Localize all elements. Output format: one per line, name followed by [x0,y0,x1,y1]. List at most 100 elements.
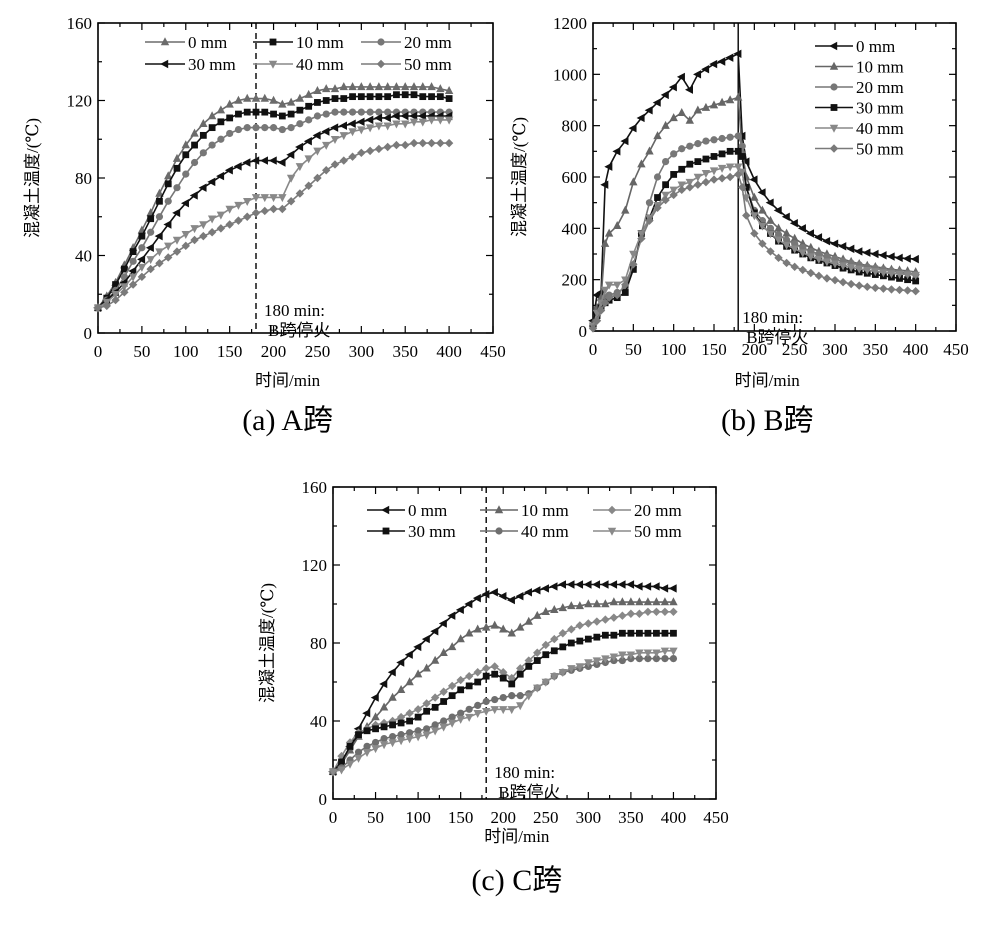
data-point [388,692,397,701]
data-point [474,678,482,686]
legend-marker [377,38,385,46]
data-point [507,706,516,715]
y-tick-label: 800 [562,117,588,136]
legend-item: 10 mm [480,501,569,520]
data-point [295,142,304,152]
legend-label: 20 mm [856,78,904,97]
data-point [541,678,550,687]
data-point [379,702,389,711]
data-point [190,235,199,245]
data-point [709,100,719,109]
data-point [798,265,807,275]
data-point [515,592,524,601]
data-point [427,116,436,125]
data-point [678,145,686,153]
data-point [330,136,340,145]
data-point [430,727,440,736]
data-point [304,155,313,164]
data-point [758,205,767,214]
data-point [618,597,627,606]
y-tick-label: 80 [310,634,327,653]
data-point [660,607,670,616]
data-point [766,230,775,239]
data-point [600,238,610,247]
legend-item: 0 mm [145,33,227,52]
x-tick-label: 400 [661,808,687,827]
data-point [685,178,694,187]
data-point [438,619,447,628]
data-point [456,634,465,643]
data-point [717,57,726,66]
data-point [524,616,533,625]
data-point [380,723,388,731]
data-point [278,125,286,134]
data-point [400,111,409,121]
data-point [182,170,190,178]
data-point [440,698,448,705]
data-point [575,580,584,589]
data-point [613,281,622,290]
data-point [372,725,379,733]
legend-item: 20 mm [815,78,904,97]
data-point [709,167,719,176]
data-point [902,254,911,263]
data-point [725,53,734,62]
x-tick-label: 0 [589,340,598,359]
data-point [423,725,431,733]
data-point [575,663,585,672]
data-point [225,220,234,229]
data-point [609,580,618,589]
data-point [322,166,331,175]
legend-item: 10 mm [815,58,904,77]
data-point [499,624,508,633]
data-point [354,754,363,763]
data-point [549,582,558,591]
data-point [558,580,566,589]
x-tick-label: 200 [742,340,768,359]
x-tick-label: 200 [261,342,287,361]
data-point [365,124,375,133]
data-point [120,273,128,281]
x-tick-label: 450 [480,342,506,361]
data-point [774,253,783,263]
data-point [482,664,491,673]
data-point [886,252,895,261]
data-point [807,247,815,256]
annotation-line-2: B跨停火 [498,783,560,802]
legend-marker [829,61,839,70]
data-point [164,171,173,180]
data-point [396,685,406,693]
y-tick-label: 0 [319,790,328,809]
annotation-line-1: 180 min: [742,308,803,327]
data-point [357,108,365,116]
data-point [464,671,474,681]
data-point [660,597,670,606]
legend-label: 10 mm [856,58,904,77]
data-point [701,177,711,187]
data-point [269,95,278,104]
data-point [481,590,490,599]
legend-marker [830,104,838,111]
data-point [782,228,791,237]
data-point [137,272,147,282]
data-point [621,205,630,214]
data-point [750,192,759,201]
data-point [871,283,880,293]
data-point [806,268,815,278]
data-point [601,631,609,639]
legend-label: 30 mm [408,522,456,541]
data-point [457,686,465,694]
data-point [618,651,627,660]
x-tick-label: 300 [822,340,848,359]
data-point [653,203,662,212]
annotation-line-2: B跨停火 [268,321,330,340]
data-point [405,735,414,744]
data-point [224,166,233,175]
data-point [164,197,172,205]
data-point [406,717,413,725]
data-point [790,245,799,254]
data-point [261,108,269,116]
data-point [374,82,384,91]
data-point [382,113,391,123]
data-point [252,108,260,116]
